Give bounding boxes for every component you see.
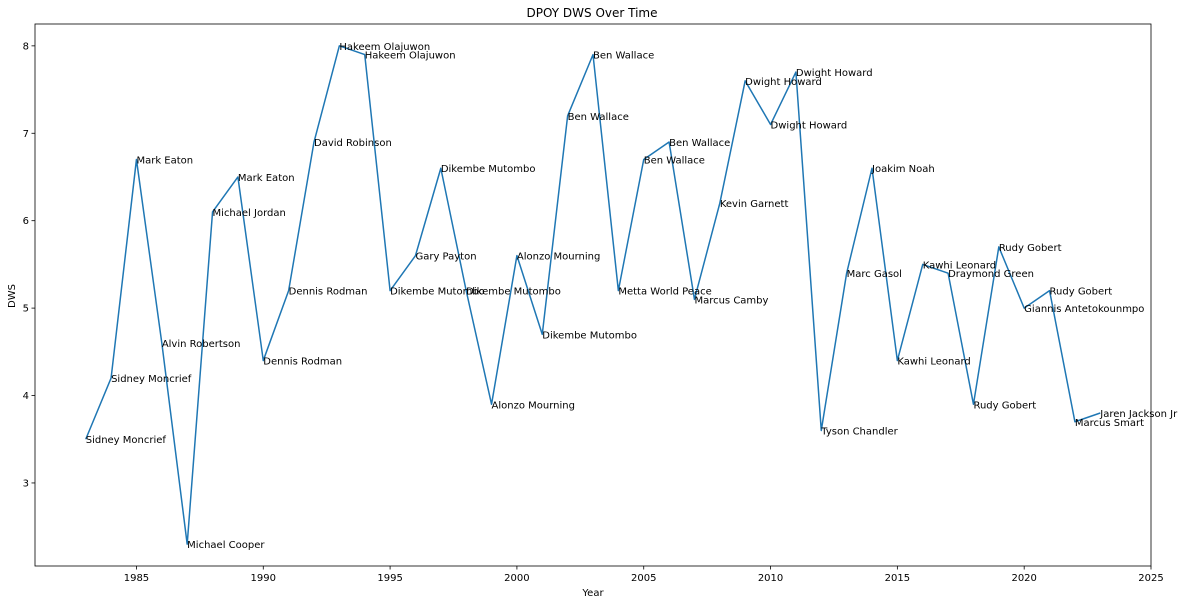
x-tick-label: 2025 [1138,573,1163,584]
data-point-label: Dennis Rodman [289,287,368,298]
data-point-label: Dwight Howard [771,121,848,132]
data-point-label: Joakim Noah [871,164,935,175]
data-point-label: Michael Cooper [187,540,265,551]
data-point-label: Ben Wallace [644,156,705,167]
y-tick-label: 6 [23,216,29,227]
data-point-label: David Robinson [314,138,392,149]
data-point-label: Metta World Peace [618,287,711,298]
data-point-label: Dwight Howard [796,68,873,79]
data-point-label: Tyson Chandler [820,427,898,438]
data-point-label: Ben Wallace [669,138,730,149]
data-point-label: Rudy Gobert [973,400,1036,411]
x-axis-label: Year [581,588,604,599]
data-point-label: Jaren Jackson Jr [1099,409,1178,420]
data-point-label: Giannis Antetokounmpo [1024,304,1144,315]
plot-area-frame [34,23,1152,567]
data-point-label: Sidney Moncrief [86,435,167,446]
x-tick-label: 1985 [124,573,149,584]
data-point-label: Dennis Rodman [263,357,342,368]
data-point-label: Michael Jordan [213,208,286,219]
chart-title: DPOY DWS Over Time [527,6,658,20]
data-point-label: Mark Eaton [238,173,295,184]
data-point-label: Marcus Smart [1075,418,1144,429]
y-tick-label: 8 [23,41,29,52]
data-point-label: Dikembe Mutombo [390,287,485,298]
data-point-label: Alonzo Mourning [517,252,600,263]
data-point-label: Ben Wallace [593,51,654,62]
x-tick-label: 2000 [504,573,529,584]
data-point-label: Rudy Gobert [999,243,1062,254]
data-point-label: Hakeem Olajuwon [365,51,456,62]
x-tick-label: 2015 [885,573,910,584]
data-point-label: Alonzo Mourning [492,400,575,411]
data-point-label: Rudy Gobert [1050,287,1113,298]
data-point-label: Ben Wallace [568,112,629,123]
y-axis-label: DWS [7,284,18,308]
y-tick-label: 7 [23,129,29,140]
x-tick-label: 1990 [251,573,276,584]
data-point-label: Dikembe Mutombo [542,330,637,341]
data-point-label: Sidney Moncrief [111,374,192,385]
data-point-label: Draymond Green [948,269,1034,280]
data-point-label: Mark Eaton [136,156,193,167]
x-tick-label: 2010 [758,573,783,584]
y-tick-label: 4 [23,391,29,402]
x-axis-ticks: 1985 1990 1995 2000 2005 2010 2015 2020 2025 [124,566,1164,584]
data-point-label: Kevin Garnett [720,199,789,210]
data-point-label: Kawhi Leonard [923,260,996,271]
data-point-label: Alvin Robertson [162,339,241,350]
y-tick-label: 3 [23,478,29,489]
data-point-label: Gary Payton [415,252,476,263]
y-tick-label: 5 [23,304,29,315]
x-tick-label: 1995 [377,573,402,584]
data-point-label: Dwight Howard [745,77,822,88]
dws-series-line [85,45,1101,545]
data-point-label: Hakeem Olajuwon [339,42,430,53]
data-point-label: Marc Gasol [847,269,902,280]
data-point-label: Kawhi Leonard [897,357,970,368]
y-axis-ticks: 3 4 5 6 7 8 [23,41,35,489]
data-point-label: Marcus Camby [694,295,768,306]
x-tick-label: 2020 [1011,573,1036,584]
data-point-labels: Sidney Moncrief Sidney Moncrief Mark Eaton… [86,42,1178,551]
x-tick-label: 2005 [631,573,656,584]
data-point-label: Dikembe Mutombo [441,164,536,175]
data-point-label: Dikembe Mutombo [466,287,561,298]
